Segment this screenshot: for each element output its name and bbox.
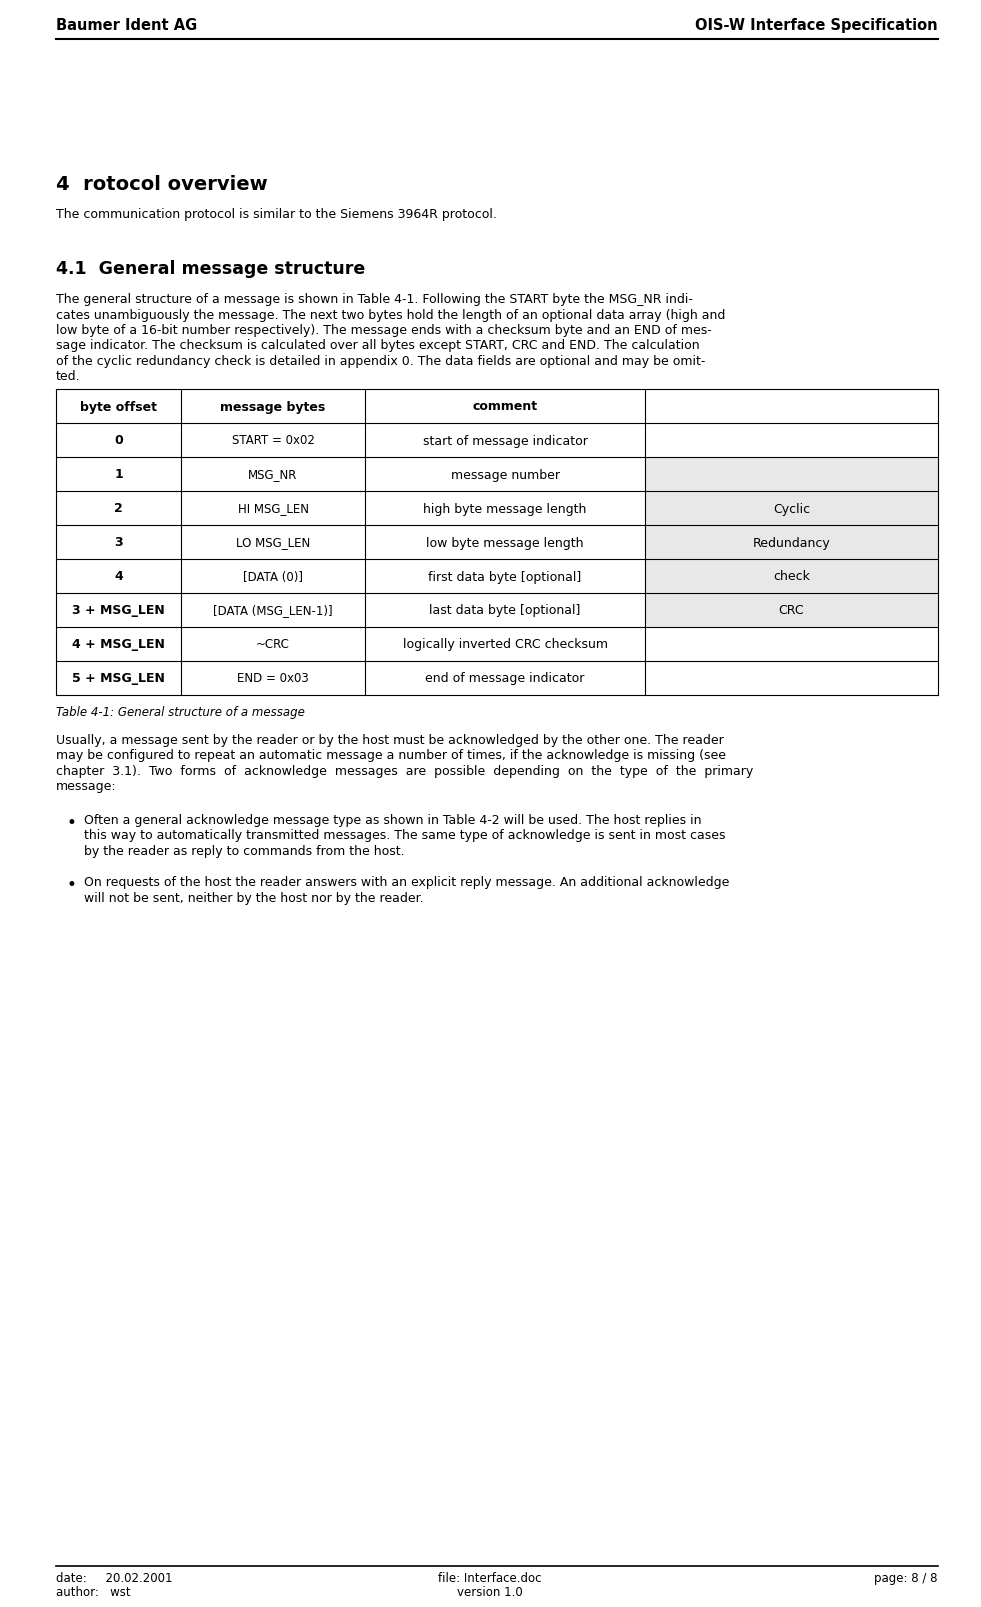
Text: will not be sent, neither by the host nor by the reader.: will not be sent, neither by the host no… [84,892,424,905]
Text: 1: 1 [114,468,123,480]
Text: sage indicator. The checksum is calculated over all bytes except START, CRC and : sage indicator. The checksum is calculat… [56,339,699,352]
Bar [645,458,938,492]
Text: end of message indicator: end of message indicator [426,672,585,685]
Text: •: • [66,876,76,893]
Text: START = 0x02: START = 0x02 [232,434,315,447]
Text: start of message indicator: start of message indicator [423,434,588,447]
Text: 4 + MSG_LEN: 4 + MSG_LEN [72,638,165,651]
Text: END = 0x03: END = 0x03 [237,672,309,685]
Text: cates unambiguously the message. The next two bytes hold the length of an option: cates unambiguously the message. The nex… [56,309,725,321]
Text: high byte message length: high byte message length [424,501,587,516]
Text: LO MSG_LEN: LO MSG_LEN [235,537,310,550]
Text: comment: comment [473,400,538,413]
Text: 3 + MSG_LEN: 3 + MSG_LEN [73,604,165,617]
Text: 3: 3 [114,537,123,550]
Text: first data byte [optional]: first data byte [optional] [429,570,582,583]
Text: Often a general acknowledge message type as shown in Table 4-2 will be used. The: Often a general acknowledge message type… [84,813,701,826]
Text: OIS-W Interface Specification: OIS-W Interface Specification [696,18,938,34]
Text: page: 8 / 8: page: 8 / 8 [874,1572,938,1585]
Text: [DATA (0)]: [DATA (0)] [243,570,303,583]
Text: CRC: CRC [779,604,804,617]
Text: 4.1  General message structure: 4.1 General message structure [56,260,365,278]
Text: [DATA (MSG_LEN-1)]: [DATA (MSG_LEN-1)] [213,604,333,617]
Text: author:   wst: author: wst [56,1585,130,1597]
Text: 5 + MSG_LEN: 5 + MSG_LEN [72,672,165,685]
Text: On requests of the host the reader answers with an explicit reply message. An ad: On requests of the host the reader answe… [84,876,730,889]
Text: by the reader as reply to commands from the host.: by the reader as reply to commands from … [84,844,404,858]
Text: this way to automatically transmitted messages. The same type of acknowledge is : this way to automatically transmitted me… [84,829,726,842]
Text: ~CRC: ~CRC [256,638,290,651]
Bar [645,593,938,628]
Text: The general structure of a message is shown in Table 4-1. Following the START by: The general structure of a message is sh… [56,292,693,305]
Bar [645,492,938,525]
Text: 4: 4 [114,570,123,583]
Text: 0: 0 [114,434,123,447]
Text: may be configured to repeat an automatic message a number of times, if the ackno: may be configured to repeat an automatic… [56,749,726,762]
Text: ted.: ted. [56,370,80,382]
Text: check: check [773,570,810,583]
Text: message:: message: [56,779,117,792]
Text: byte offset: byte offset [80,400,157,413]
Text: 4  rotocol overview: 4 rotocol overview [56,175,268,194]
Text: HI MSG_LEN: HI MSG_LEN [237,501,308,516]
Text: Table 4-1: General structure of a message: Table 4-1: General structure of a messag… [56,705,305,718]
Text: version 1.0: version 1.0 [457,1585,523,1597]
Text: message number: message number [450,468,559,480]
Text: logically inverted CRC checksum: logically inverted CRC checksum [402,638,607,651]
Text: chapter  3.1).  Two  forms  of  acknowledge  messages  are  possible  depending : chapter 3.1). Two forms of acknowledge m… [56,765,753,778]
Text: date:     20.02.2001: date: 20.02.2001 [56,1572,173,1585]
Text: of the cyclic redundancy check is detailed in appendix 0. The data fields are op: of the cyclic redundancy check is detail… [56,355,705,368]
Text: Redundancy: Redundancy [752,537,830,550]
Text: file: Interface.doc: file: Interface.doc [439,1572,542,1585]
Bar [645,525,938,559]
Text: MSG_NR: MSG_NR [248,468,297,480]
Text: The communication protocol is similar to the Siemens 3964R protocol.: The communication protocol is similar to… [56,207,496,220]
Text: •: • [66,813,76,831]
Text: Cyclic: Cyclic [773,501,810,516]
Text: low byte of a 16-bit number respectively). The message ends with a checksum byte: low byte of a 16-bit number respectively… [56,323,712,337]
Text: last data byte [optional]: last data byte [optional] [430,604,581,617]
Text: Usually, a message sent by the reader or by the host must be acknowledged by the: Usually, a message sent by the reader or… [56,733,724,747]
Text: Baumer Ident AG: Baumer Ident AG [56,18,197,34]
Bar [645,559,938,593]
Text: 2: 2 [114,501,123,516]
Text: low byte message length: low byte message length [427,537,584,550]
Text: message bytes: message bytes [221,400,326,413]
